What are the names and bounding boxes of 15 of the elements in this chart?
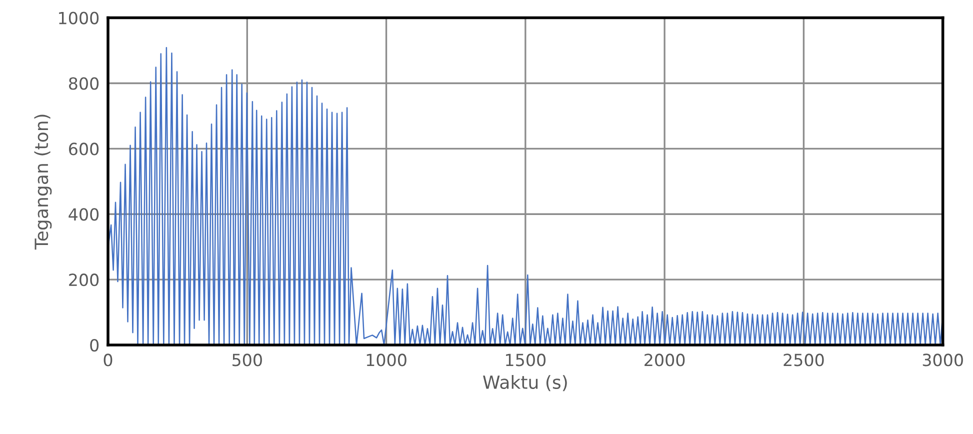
y-tick-label: 800 (68, 77, 99, 90)
x-tick-label: 3000 (922, 354, 963, 366)
y-tick-label: 0 (90, 338, 99, 352)
x-tick-label: 0 (104, 354, 112, 366)
x-tick-label: 1000 (366, 354, 406, 366)
y-tick-label: 200 (69, 274, 99, 286)
x-tick-label: 1500 (506, 354, 546, 366)
y-tick-label: 600 (69, 142, 99, 156)
x-tick-label: 500 (232, 354, 262, 366)
y-tick-label: 400 (68, 208, 99, 221)
y-axis-title: Tegangan (ton) (34, 114, 52, 250)
x-tick-label: 2500 (784, 354, 824, 366)
x-axis-title: Waktu (s) (483, 375, 567, 392)
y-tick-label: 1000 (59, 12, 99, 24)
x-tick-label: 2000 (644, 354, 685, 366)
